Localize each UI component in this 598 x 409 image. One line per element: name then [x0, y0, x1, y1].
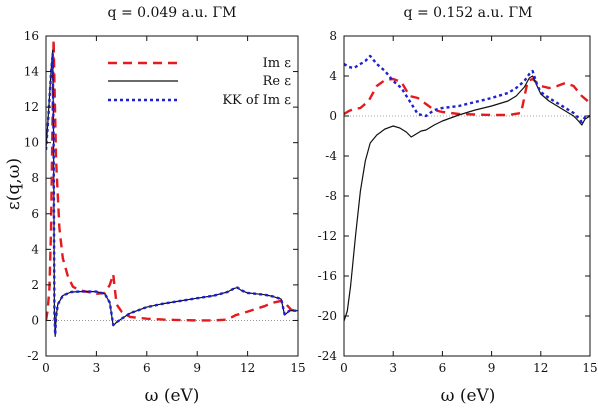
legend-entry-re: Re ε — [108, 74, 291, 89]
right-x-tick-label: 12 — [533, 361, 548, 375]
left-y-tick-label: 12 — [24, 100, 39, 114]
right-x-axis-label: ω (eV) — [441, 386, 496, 406]
left-panel: q = 0.049 a.u. ΓM ε(q,ω) ω (eV) 0 3 6 9 12 15… — [4, 5, 306, 406]
left-y-axis-label: ε(q,ω) — [4, 158, 24, 210]
legend-entry-im: Im ε — [108, 56, 291, 71]
left-y-tick-label: 2 — [31, 278, 39, 292]
left-x-tick-label: 15 — [290, 361, 305, 375]
left-plot-frame — [45, 35, 299, 357]
left-y-tick-label: 4 — [31, 242, 39, 256]
right-x-tick-label: 6 — [439, 361, 447, 375]
right-panel: q = 0.152 a.u. ΓM ω (eV) 0 3 6 9 12 15 -24 -20 -… — [318, 5, 598, 406]
left-x-axis-label: ω (eV) — [145, 386, 200, 406]
left-y-tick-label: 14 — [24, 65, 40, 79]
left-x-tick-label: 0 — [42, 361, 50, 375]
left-y-tick-label: 0 — [31, 313, 39, 327]
right-y-tick-label: -20 — [318, 309, 337, 323]
right-y-tick-label: 0 — [329, 109, 337, 123]
left-panel-title: q = 0.049 a.u. ΓM — [108, 5, 237, 21]
right-series-solid-line — [344, 75, 590, 322]
legend-label-kk: KK of Im ε — [222, 93, 291, 108]
left-series-dashed-line — [46, 38, 298, 322]
right-series-dotted-line — [344, 54, 590, 124]
legend-label-re: Re ε — [263, 74, 292, 89]
left-y-tick-label: 16 — [24, 29, 39, 43]
left-y-tick-label: 8 — [31, 171, 39, 185]
left-series-dotted-line — [46, 52, 298, 336]
legend-label-im: Im ε — [263, 56, 292, 71]
right-y-tick-label: -12 — [318, 229, 337, 243]
left-x-tick-label: 3 — [93, 361, 101, 375]
right-y-tick-label: -4 — [325, 149, 337, 163]
left-x-tick-label: 12 — [240, 361, 255, 375]
right-x-tick-label: 15 — [582, 361, 597, 375]
right-y-tick-label: 4 — [329, 69, 337, 83]
right-y-tick-label: 8 — [329, 29, 337, 43]
right-y-tick-label: -8 — [325, 189, 337, 203]
right-y-tick-label: -16 — [318, 269, 337, 283]
right-series-dashed-line — [344, 77, 590, 117]
right-x-tick-label: 9 — [488, 361, 496, 375]
legend: Im ε Re ε KK of Im ε — [108, 56, 291, 108]
right-x-tick-label: 0 — [340, 361, 348, 375]
right-panel-title: q = 0.152 a.u. ΓM — [404, 5, 533, 21]
legend-entry-kk: KK of Im ε — [108, 93, 291, 108]
left-x-tick-label: 6 — [143, 361, 151, 375]
left-y-tick-label: 10 — [24, 136, 39, 150]
left-y-tick-label: -2 — [27, 349, 39, 363]
left-x-tick-label: 9 — [193, 361, 201, 375]
left-y-tick-label: 6 — [31, 207, 39, 221]
right-x-tick-label: 3 — [389, 361, 397, 375]
right-y-tick-label: -24 — [318, 349, 338, 363]
